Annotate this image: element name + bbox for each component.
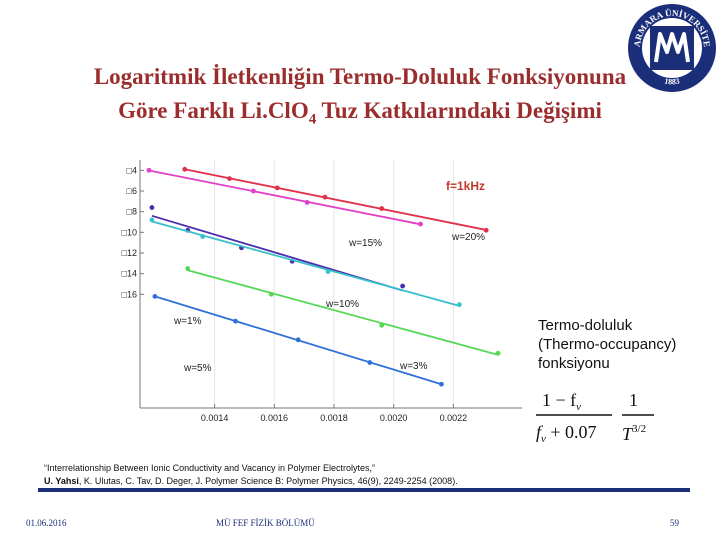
data-point-w3 bbox=[495, 350, 501, 356]
series-label-w10: w=10% bbox=[325, 299, 359, 310]
slide-title-line2: Göre Farklı Li.ClO4 Tuz Katkılarındaki D… bbox=[0, 96, 720, 135]
data-point-w20 bbox=[227, 176, 232, 181]
formula-num-left: 1 − f bbox=[542, 390, 576, 410]
svg-text:fv + 0.07: fv + 0.07 bbox=[536, 422, 597, 445]
data-point-w5 bbox=[152, 294, 158, 299]
data-point-w15 bbox=[418, 221, 423, 227]
fit-line-w15 bbox=[148, 169, 421, 226]
formula-den-left-sub: v bbox=[541, 433, 546, 445]
x-tick-label: 0.0014 bbox=[201, 413, 229, 423]
y-tick-label: □8 bbox=[127, 207, 137, 217]
y-tick-label: □16 bbox=[122, 289, 137, 299]
footer-divider bbox=[38, 488, 690, 492]
formula-den-left: f bbox=[536, 422, 544, 442]
formula-num-right: 1 bbox=[629, 390, 638, 410]
x-tick-label: 0.0020 bbox=[380, 413, 408, 423]
data-point-w1 bbox=[200, 234, 206, 239]
x-tick-label: 0.0022 bbox=[440, 413, 468, 423]
thermo-occupancy-formula: 1 − fv fv + 0.07 1 T3/2 bbox=[536, 390, 654, 445]
footer-date: 01.06.2016 bbox=[26, 518, 67, 528]
reference-first-author: U. Yahsi bbox=[44, 476, 79, 486]
data-point-w5 bbox=[295, 337, 301, 343]
fit-line-w20 bbox=[184, 168, 487, 231]
chart-background bbox=[118, 156, 528, 436]
x-tick-label: 0.0016 bbox=[261, 413, 289, 423]
conductivity-chart: 0.0014 0.0016 0.0018 0.0020 0.0022 □4 □6 □8 □10… bbox=[118, 156, 528, 436]
university-logo: MARMARA ÜNİVERSİTESİ 1883 bbox=[626, 2, 716, 92]
data-point-w20 bbox=[322, 194, 328, 200]
svg-text:1 − fv: 1 − fv bbox=[542, 390, 581, 413]
series-label-w3: w=3% bbox=[399, 361, 428, 372]
data-point-w5 bbox=[439, 381, 444, 387]
data-point-w1 bbox=[325, 269, 331, 274]
fit-line-w3 bbox=[187, 269, 499, 356]
slide-title-line1: Logaritmik İletkenliğin Termo-Doluluk Fo… bbox=[93, 64, 627, 89]
footer-page-number: 59 bbox=[670, 518, 679, 528]
reference-authors-line: U. Yahsi, K. Ulutas, C. Tav, D. Deger, J… bbox=[44, 475, 684, 488]
data-point-w10 bbox=[400, 283, 406, 289]
x-tick-label: 0.0018 bbox=[320, 413, 348, 423]
data-point-w20 bbox=[483, 227, 489, 233]
data-point-w3 bbox=[379, 322, 385, 328]
data-point-w20 bbox=[274, 185, 280, 191]
svg-text:T3/2: T3/2 bbox=[622, 423, 646, 444]
reference-title: “Interrelationship Between Ionic Conduct… bbox=[44, 463, 375, 473]
series-label-w20: w=20% bbox=[451, 232, 485, 243]
data-point-w5 bbox=[367, 360, 373, 365]
footer-department: MÜ FEF FİZİK BÖLÜMÜ bbox=[216, 518, 315, 528]
thermo-occupancy-note: Termo-doluluk (Thermo-occupancy) fonksiy… bbox=[538, 316, 718, 373]
note-line-1: Termo-doluluk bbox=[538, 317, 633, 334]
title-part-main: Göre Farklı Li.ClO bbox=[118, 98, 309, 123]
data-point-w20 bbox=[182, 166, 188, 172]
y-tick-label: □6 bbox=[127, 186, 137, 196]
data-point-w15 bbox=[251, 188, 256, 194]
data-point-w1 bbox=[456, 302, 462, 308]
y-tick-label: □14 bbox=[122, 269, 137, 279]
data-point-w10 bbox=[149, 205, 155, 210]
formula-den-right: T bbox=[622, 424, 634, 444]
series-label-w15: w=15% bbox=[348, 238, 382, 249]
y-tick-label: □4 bbox=[127, 165, 137, 175]
data-point-w3 bbox=[268, 291, 274, 297]
note-line-2: (Thermo-occupancy) bbox=[538, 336, 677, 353]
data-point-w15 bbox=[146, 167, 152, 173]
svg-text:1883: 1883 bbox=[664, 76, 681, 86]
y-tick-label: □10 bbox=[122, 227, 137, 237]
series-label-w5: w=5% bbox=[183, 363, 212, 374]
data-point-w1 bbox=[149, 217, 155, 223]
data-point-w20 bbox=[379, 206, 385, 211]
data-point-w15 bbox=[304, 199, 310, 205]
data-point-w5 bbox=[233, 318, 238, 324]
y-tick-label: □12 bbox=[122, 248, 137, 258]
title-part-subscript: 4 bbox=[308, 111, 317, 128]
formula-den-left-rest: + 0.07 bbox=[546, 422, 597, 442]
formula-den-right-sup: 3/2 bbox=[632, 423, 646, 435]
logo-year: 1883 bbox=[664, 76, 681, 86]
reference-details: , K. Ulutas, C. Tav, D. Deger, J. Polyme… bbox=[78, 476, 458, 486]
series-label-w1: w=1% bbox=[173, 316, 202, 327]
data-point-w3 bbox=[185, 266, 191, 271]
formula-num-left-sub: v bbox=[576, 401, 581, 413]
title-part-rest: Tuz Katkılarındaki Değişimi bbox=[316, 98, 602, 123]
reference-citation: “Interrelationship Between Ionic Conduct… bbox=[44, 462, 684, 488]
frequency-annotation: f=1kHz bbox=[446, 179, 485, 193]
note-line-3: fonksiyonu bbox=[538, 355, 610, 372]
